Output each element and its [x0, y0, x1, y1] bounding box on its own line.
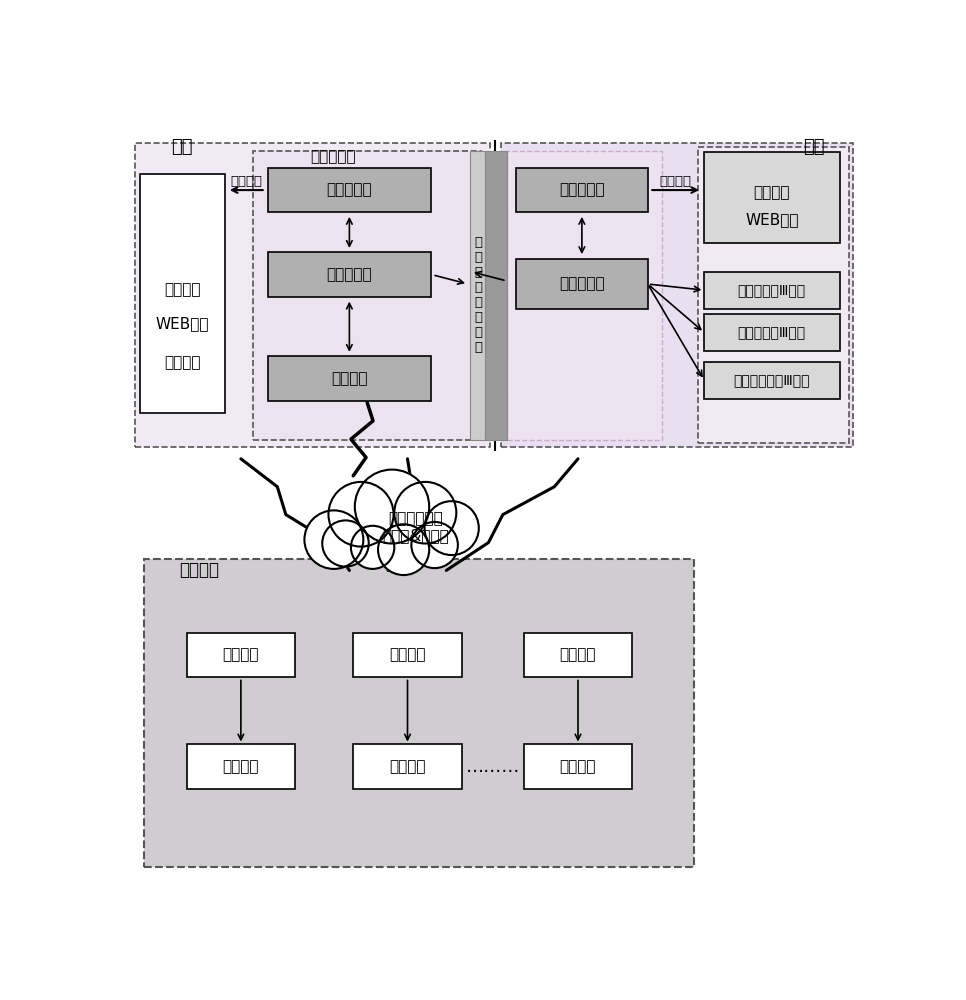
Text: 通信前置: 通信前置	[331, 371, 368, 386]
Text: 大屏展示: 大屏展示	[753, 186, 790, 201]
Text: 外网: 外网	[171, 138, 192, 156]
Text: 营销数据（Ⅲ区）: 营销数据（Ⅲ区）	[738, 326, 806, 340]
Text: 外网数据库: 外网数据库	[327, 267, 372, 282]
Text: WEB访问: WEB访问	[745, 213, 799, 228]
Bar	[268, 252, 431, 297]
Text: 光伏电站: 光伏电站	[559, 759, 596, 774]
Text: 调度数据（Ⅲ区）: 调度数据（Ⅲ区）	[738, 283, 806, 297]
Bar	[354, 744, 462, 789]
Bar	[516, 168, 648, 212]
Text: 经研院数据（Ⅲ区）: 经研院数据（Ⅲ区）	[733, 373, 810, 387]
Bar	[268, 356, 431, 401]
Text: 通信终端: 通信终端	[222, 648, 259, 663]
Text: 内网数据库: 内网数据库	[559, 277, 605, 292]
Text: 光伏电站: 光伏电站	[179, 561, 219, 579]
Bar	[140, 174, 225, 413]
Bar	[354, 633, 462, 677]
Bar	[704, 314, 840, 351]
Bar	[134, 143, 490, 447]
Bar	[524, 744, 633, 789]
Circle shape	[394, 482, 456, 544]
Bar	[252, 151, 481, 440]
Bar	[469, 151, 485, 440]
Bar	[698, 147, 849, 443]
Circle shape	[351, 526, 394, 569]
Bar	[516, 259, 648, 309]
Text: WEB访问: WEB访问	[156, 317, 210, 332]
Circle shape	[378, 524, 429, 575]
Text: 提供服务: 提供服务	[660, 175, 692, 188]
Text: 通信终端: 通信终端	[559, 648, 596, 663]
Bar	[500, 143, 853, 447]
Text: 光伏电站: 光伏电站	[222, 759, 259, 774]
Circle shape	[304, 510, 363, 569]
Text: 提供服务: 提供服务	[230, 175, 263, 188]
Circle shape	[323, 520, 369, 567]
Text: 光伏电站: 光伏电站	[389, 759, 426, 774]
Text: 内
外
网
逻
辑
强
隔
离: 内 外 网 逻 辑 强 隔 离	[475, 236, 483, 354]
Text: 大屏展示: 大屏展示	[164, 282, 201, 297]
Bar	[507, 151, 662, 440]
Text: 应用服务器: 应用服务器	[327, 183, 372, 198]
Bar	[268, 168, 431, 212]
Bar	[485, 151, 507, 440]
Circle shape	[412, 522, 458, 568]
Circle shape	[424, 501, 479, 555]
Bar	[704, 362, 840, 399]
Circle shape	[355, 470, 429, 543]
Bar	[186, 744, 296, 789]
Text: 大数据平台: 大数据平台	[311, 149, 356, 164]
Bar	[186, 633, 296, 677]
Text: 应用服务器: 应用服务器	[559, 183, 605, 198]
Bar	[704, 272, 840, 309]
Text: 内网: 内网	[804, 138, 825, 156]
Text: 移动终端: 移动终端	[164, 355, 201, 370]
Bar	[144, 559, 695, 867]
Bar	[524, 633, 633, 677]
Bar	[704, 152, 840, 243]
Text: ………: ………	[466, 758, 520, 776]
Circle shape	[328, 482, 393, 547]
Text: 通信终端: 通信终端	[389, 648, 426, 663]
Text: （有线&无线）: （有线&无线）	[382, 528, 448, 543]
Text: 公共通信网络: 公共通信网络	[388, 511, 442, 526]
